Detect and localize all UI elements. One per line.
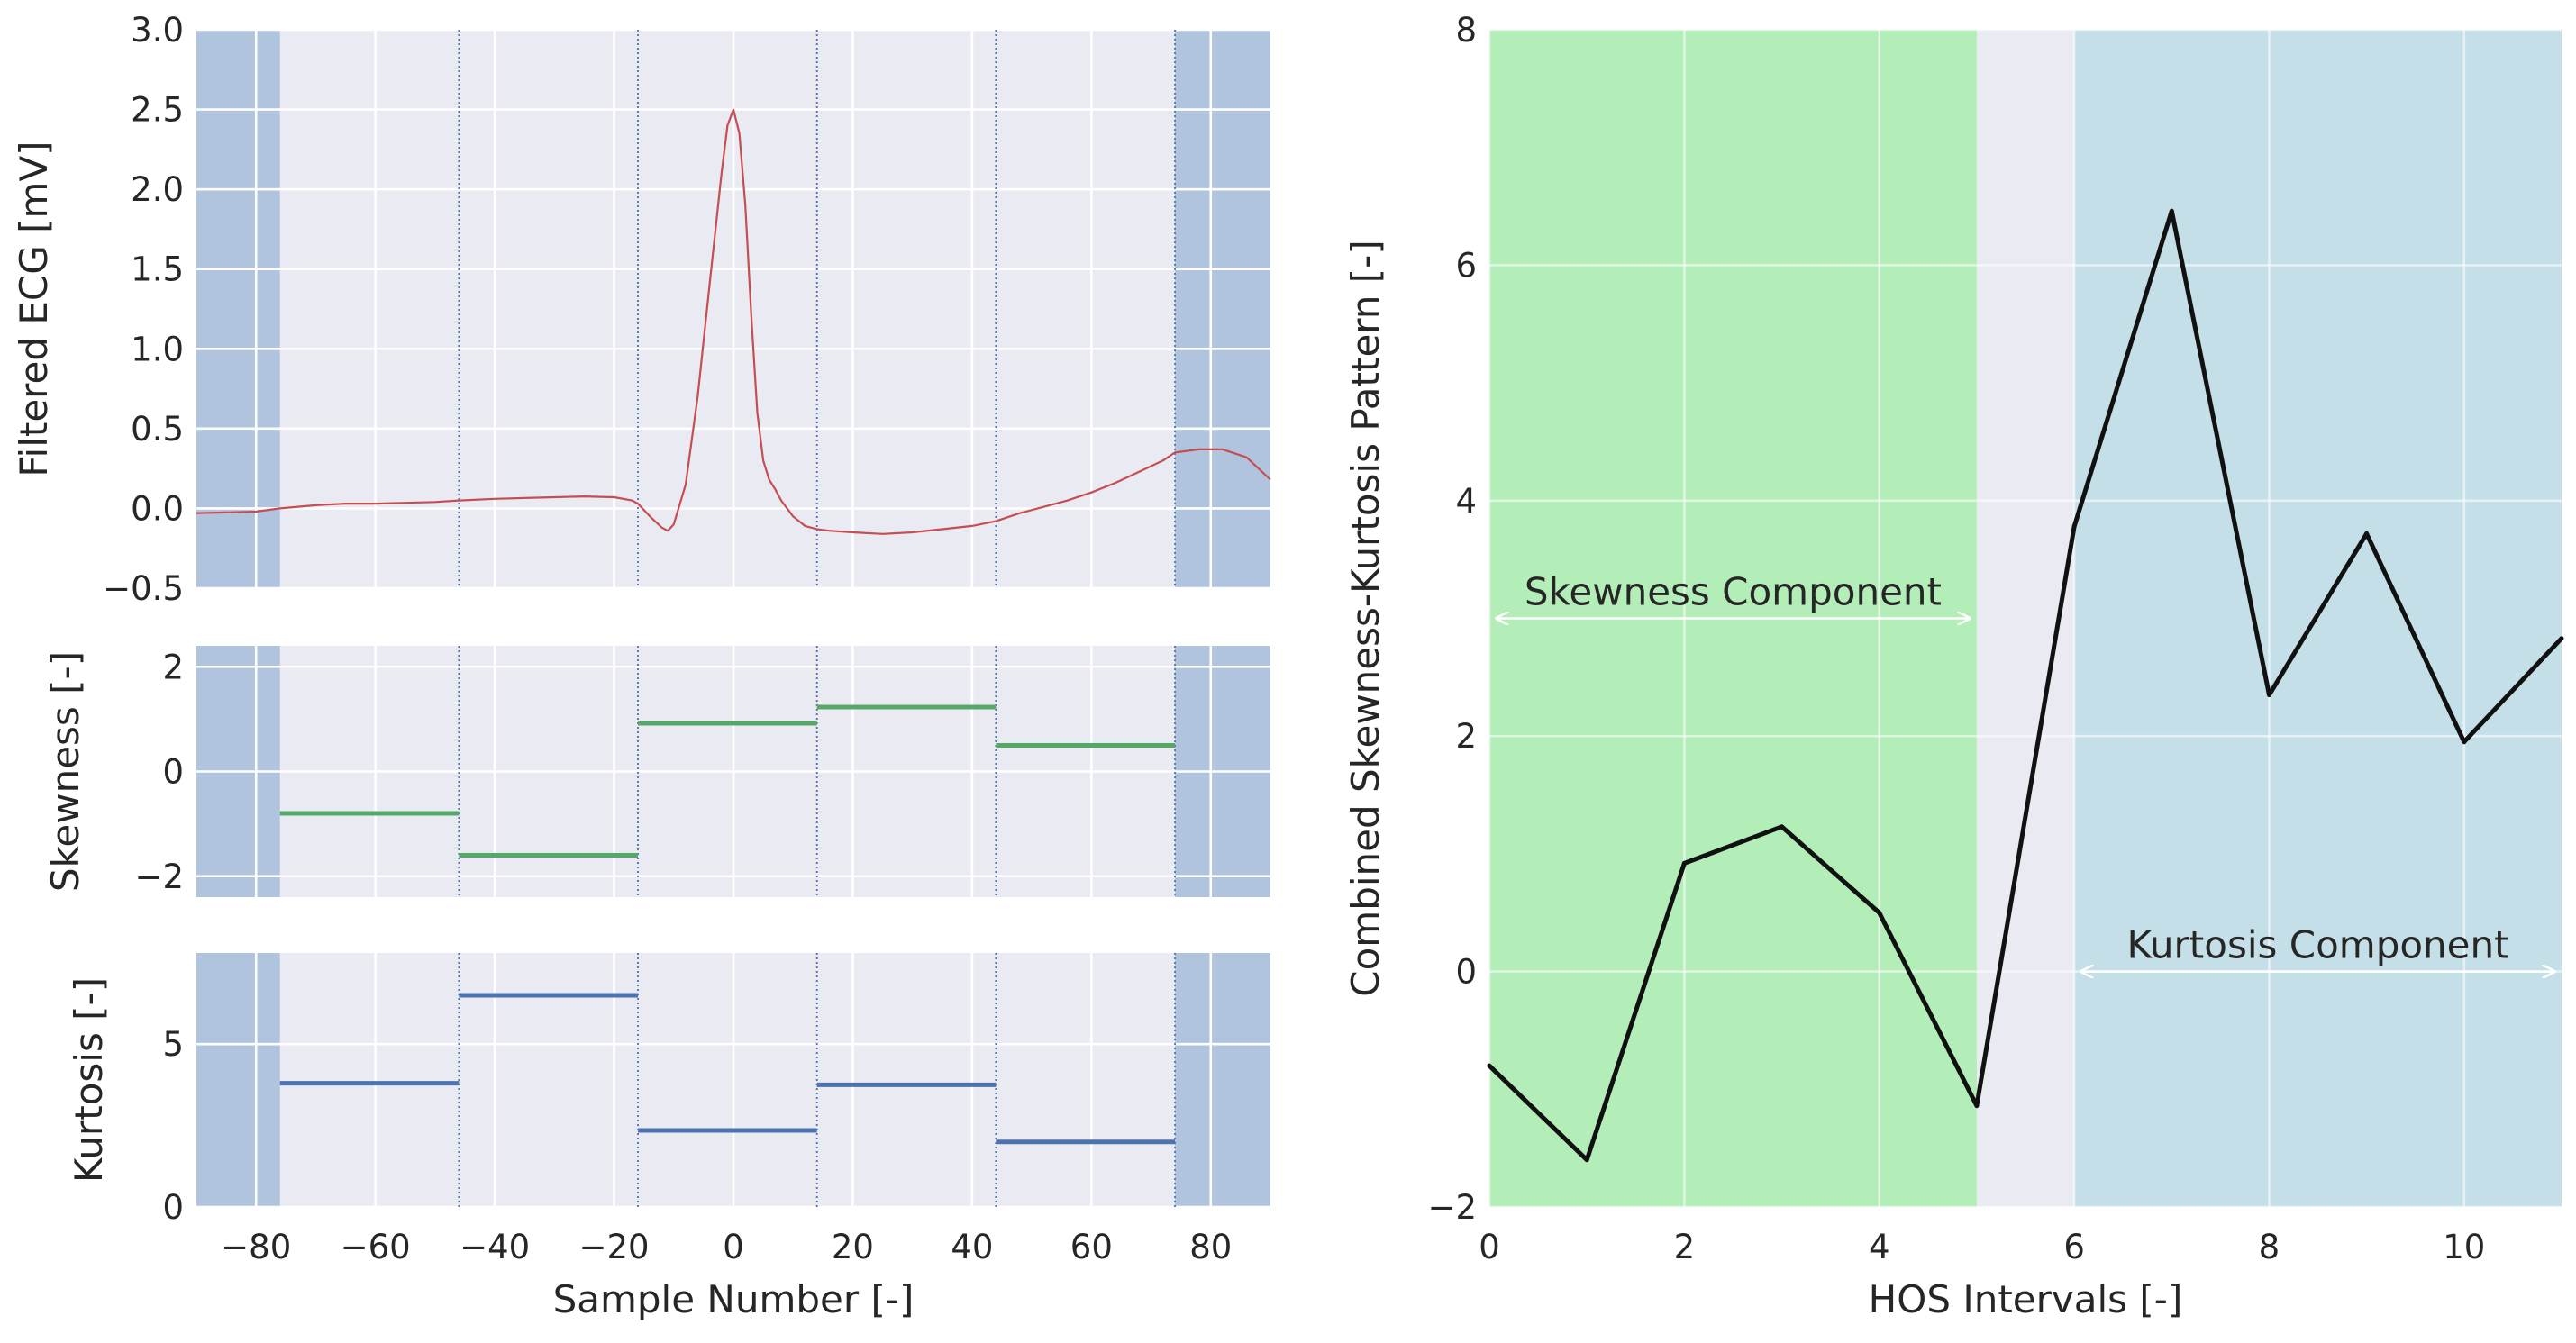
kurt-xtick-label: 20 (832, 1228, 874, 1266)
comb-ytick-label: −2 (1427, 1188, 1477, 1227)
combined-pattern-point (1974, 1103, 1980, 1109)
ecg-shaded-region (196, 30, 280, 588)
ecg-ytick-label: 0.5 (131, 410, 184, 449)
kurt-xtick-label: 0 (723, 1228, 744, 1266)
combined-pattern-point (1681, 860, 1687, 866)
comb-xtick-label: 0 (1479, 1228, 1500, 1266)
kurt-xtick-label: −80 (221, 1228, 291, 1266)
comb-ytick-label: 4 (1455, 482, 1477, 521)
comb-x-axis-label: HOS Intervals [-] (1869, 1277, 2183, 1321)
comb-xtick-label: 6 (2063, 1228, 2085, 1266)
kurt-xtick-label: 80 (1189, 1228, 1232, 1266)
kurt-xtick-label: −20 (579, 1228, 650, 1266)
ecg-shaded-region (1175, 30, 1270, 588)
kurt-ytick-label: 0 (162, 1188, 184, 1227)
combined-pattern-point (2364, 531, 2370, 536)
ecg-ytick-label: 1.0 (131, 330, 184, 368)
kurt-xtick-label: 60 (1070, 1228, 1113, 1266)
kurt-shaded-region (196, 953, 280, 1207)
combined-pattern-point (2462, 740, 2467, 745)
kurt-x-axis-label: Sample Number [-] (553, 1277, 915, 1321)
ecg-ytick-label: 3.0 (131, 11, 184, 50)
combined-pattern-point (1877, 910, 1882, 915)
kurt-ytick-label: 5 (162, 1025, 184, 1064)
skew-ytick-label: 0 (162, 753, 184, 792)
ecg-ytick-label: 2.0 (131, 170, 184, 209)
comb-y-axis-label: Combined Skewness-Kurtosis Pattern [-] (1343, 240, 1388, 996)
skewness-panel: −2 0 2 Skewness [-] (43, 646, 1270, 897)
comb-ytick-label: 6 (1455, 246, 1477, 285)
kurtosis-panel: 0 5 −80 −60 −40 −20 0 20 40 60 80 Kurtosis [-] Sampl… (67, 953, 1270, 1321)
kurt-xtick-label: −60 (341, 1228, 411, 1266)
ecg-ytick-label: 1.5 (131, 250, 184, 289)
kurt-y-axis-label: Kurtosis [-] (67, 977, 111, 1183)
kurtosis-component-label: Kurtosis Component (2126, 923, 2508, 967)
combined-pattern-point (1584, 1157, 1589, 1163)
ecg-ytick-label: 0.0 (131, 489, 184, 528)
combined-pattern-point (2071, 524, 2077, 530)
skewness-component-label: Skewness Component (1525, 570, 1942, 614)
comb-xtick-label: 2 (1674, 1228, 1696, 1266)
kurt-shaded-region (1175, 953, 1270, 1207)
comb-ytick-label: 0 (1455, 953, 1477, 992)
ecg-panel: −0.5 0.0 0.5 1.0 1.5 2.0 2.5 3.0 Filtered ECG [m… (12, 11, 1271, 608)
combined-pattern-line (1488, 208, 2563, 1163)
ecg-ytick-label: 2.5 (131, 91, 184, 130)
ecg-ytick-label: −0.5 (103, 569, 184, 608)
skew-ytick-label: −2 (134, 858, 184, 896)
comb-xtick-label: 10 (2443, 1228, 2485, 1266)
skew-ytick-label: 2 (162, 648, 184, 686)
comb-xtick-label: 8 (2259, 1228, 2280, 1266)
combined-pattern-point (2559, 636, 2564, 641)
combined-pattern-point (2266, 692, 2271, 697)
combined-pattern-point (2169, 208, 2174, 213)
comb-ytick-label: 2 (1455, 717, 1477, 756)
ecg-y-axis-label: Filtered ECG [mV] (12, 141, 56, 476)
comb-ytick-label: 8 (1455, 11, 1477, 50)
comb-xtick-label: 4 (1869, 1228, 1890, 1266)
skew-y-axis-label: Skewness [-] (43, 651, 87, 892)
ecg-signal-line (196, 108, 1271, 535)
combined-pattern-point (1780, 824, 1785, 830)
kurt-xtick-label: −40 (460, 1228, 530, 1266)
kurt-xtick-label: 40 (951, 1228, 993, 1266)
combined-pattern-point (1487, 1063, 1492, 1068)
